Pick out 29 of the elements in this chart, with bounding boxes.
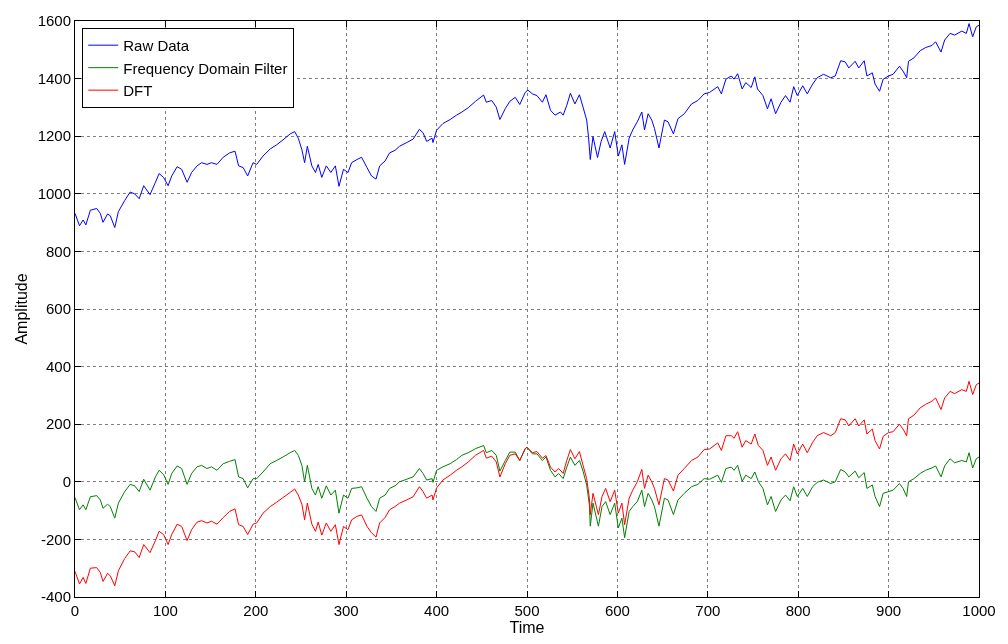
- line-series: [75, 380, 979, 587]
- y-tick-label: 1200: [37, 127, 71, 145]
- x-axis-title: Time: [509, 619, 545, 636]
- x-tick-label: 900: [876, 602, 902, 619]
- x-tick-label: 100: [152, 602, 178, 619]
- y-tick-label: 1400: [37, 69, 71, 87]
- legend-label: DFT: [123, 82, 153, 100]
- y-tick-label: 800: [45, 242, 71, 260]
- y-tick-label: 200: [45, 415, 71, 433]
- x-tick-label: 200: [243, 602, 269, 619]
- x-tick-label: 800: [785, 602, 811, 619]
- x-tick-label: 500: [514, 602, 540, 619]
- line-series: [75, 23, 979, 228]
- y-tick-label: -400: [40, 588, 71, 606]
- y-tick-label: 400: [45, 357, 71, 375]
- x-tick-label: 300: [333, 602, 359, 619]
- y-tick-label: 1000: [37, 185, 71, 203]
- legend-label: Raw Data: [123, 37, 190, 55]
- y-tick-label: -200: [40, 530, 71, 548]
- y-tick-label: 0: [62, 473, 71, 491]
- x-tick-label: 400: [424, 602, 450, 619]
- y-tick-label: 1600: [37, 12, 71, 30]
- x-tick-label: 700: [695, 602, 721, 619]
- x-tick-label: 600: [604, 602, 630, 619]
- y-axis-title: Amplitude: [12, 273, 30, 345]
- x-tick-label: 1000: [962, 602, 996, 619]
- legend-label: Frequency Domain Filter: [123, 59, 288, 77]
- y-tick-label: 600: [45, 300, 71, 318]
- line-series: [75, 445, 979, 539]
